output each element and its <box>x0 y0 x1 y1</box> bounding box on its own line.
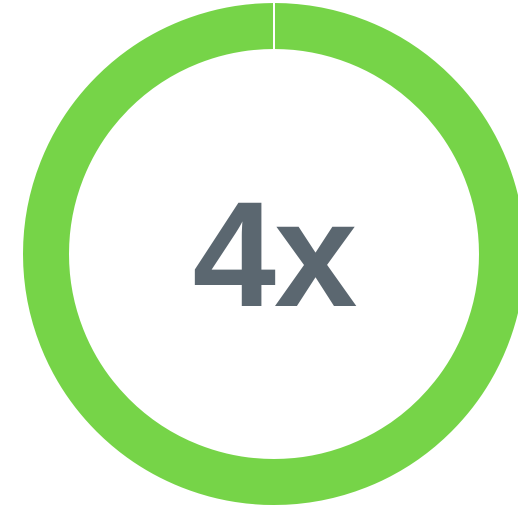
metric-ring-widget: 4x <box>23 3 518 505</box>
metric-value: 4x <box>192 170 358 338</box>
progress-ring <box>23 3 518 505</box>
